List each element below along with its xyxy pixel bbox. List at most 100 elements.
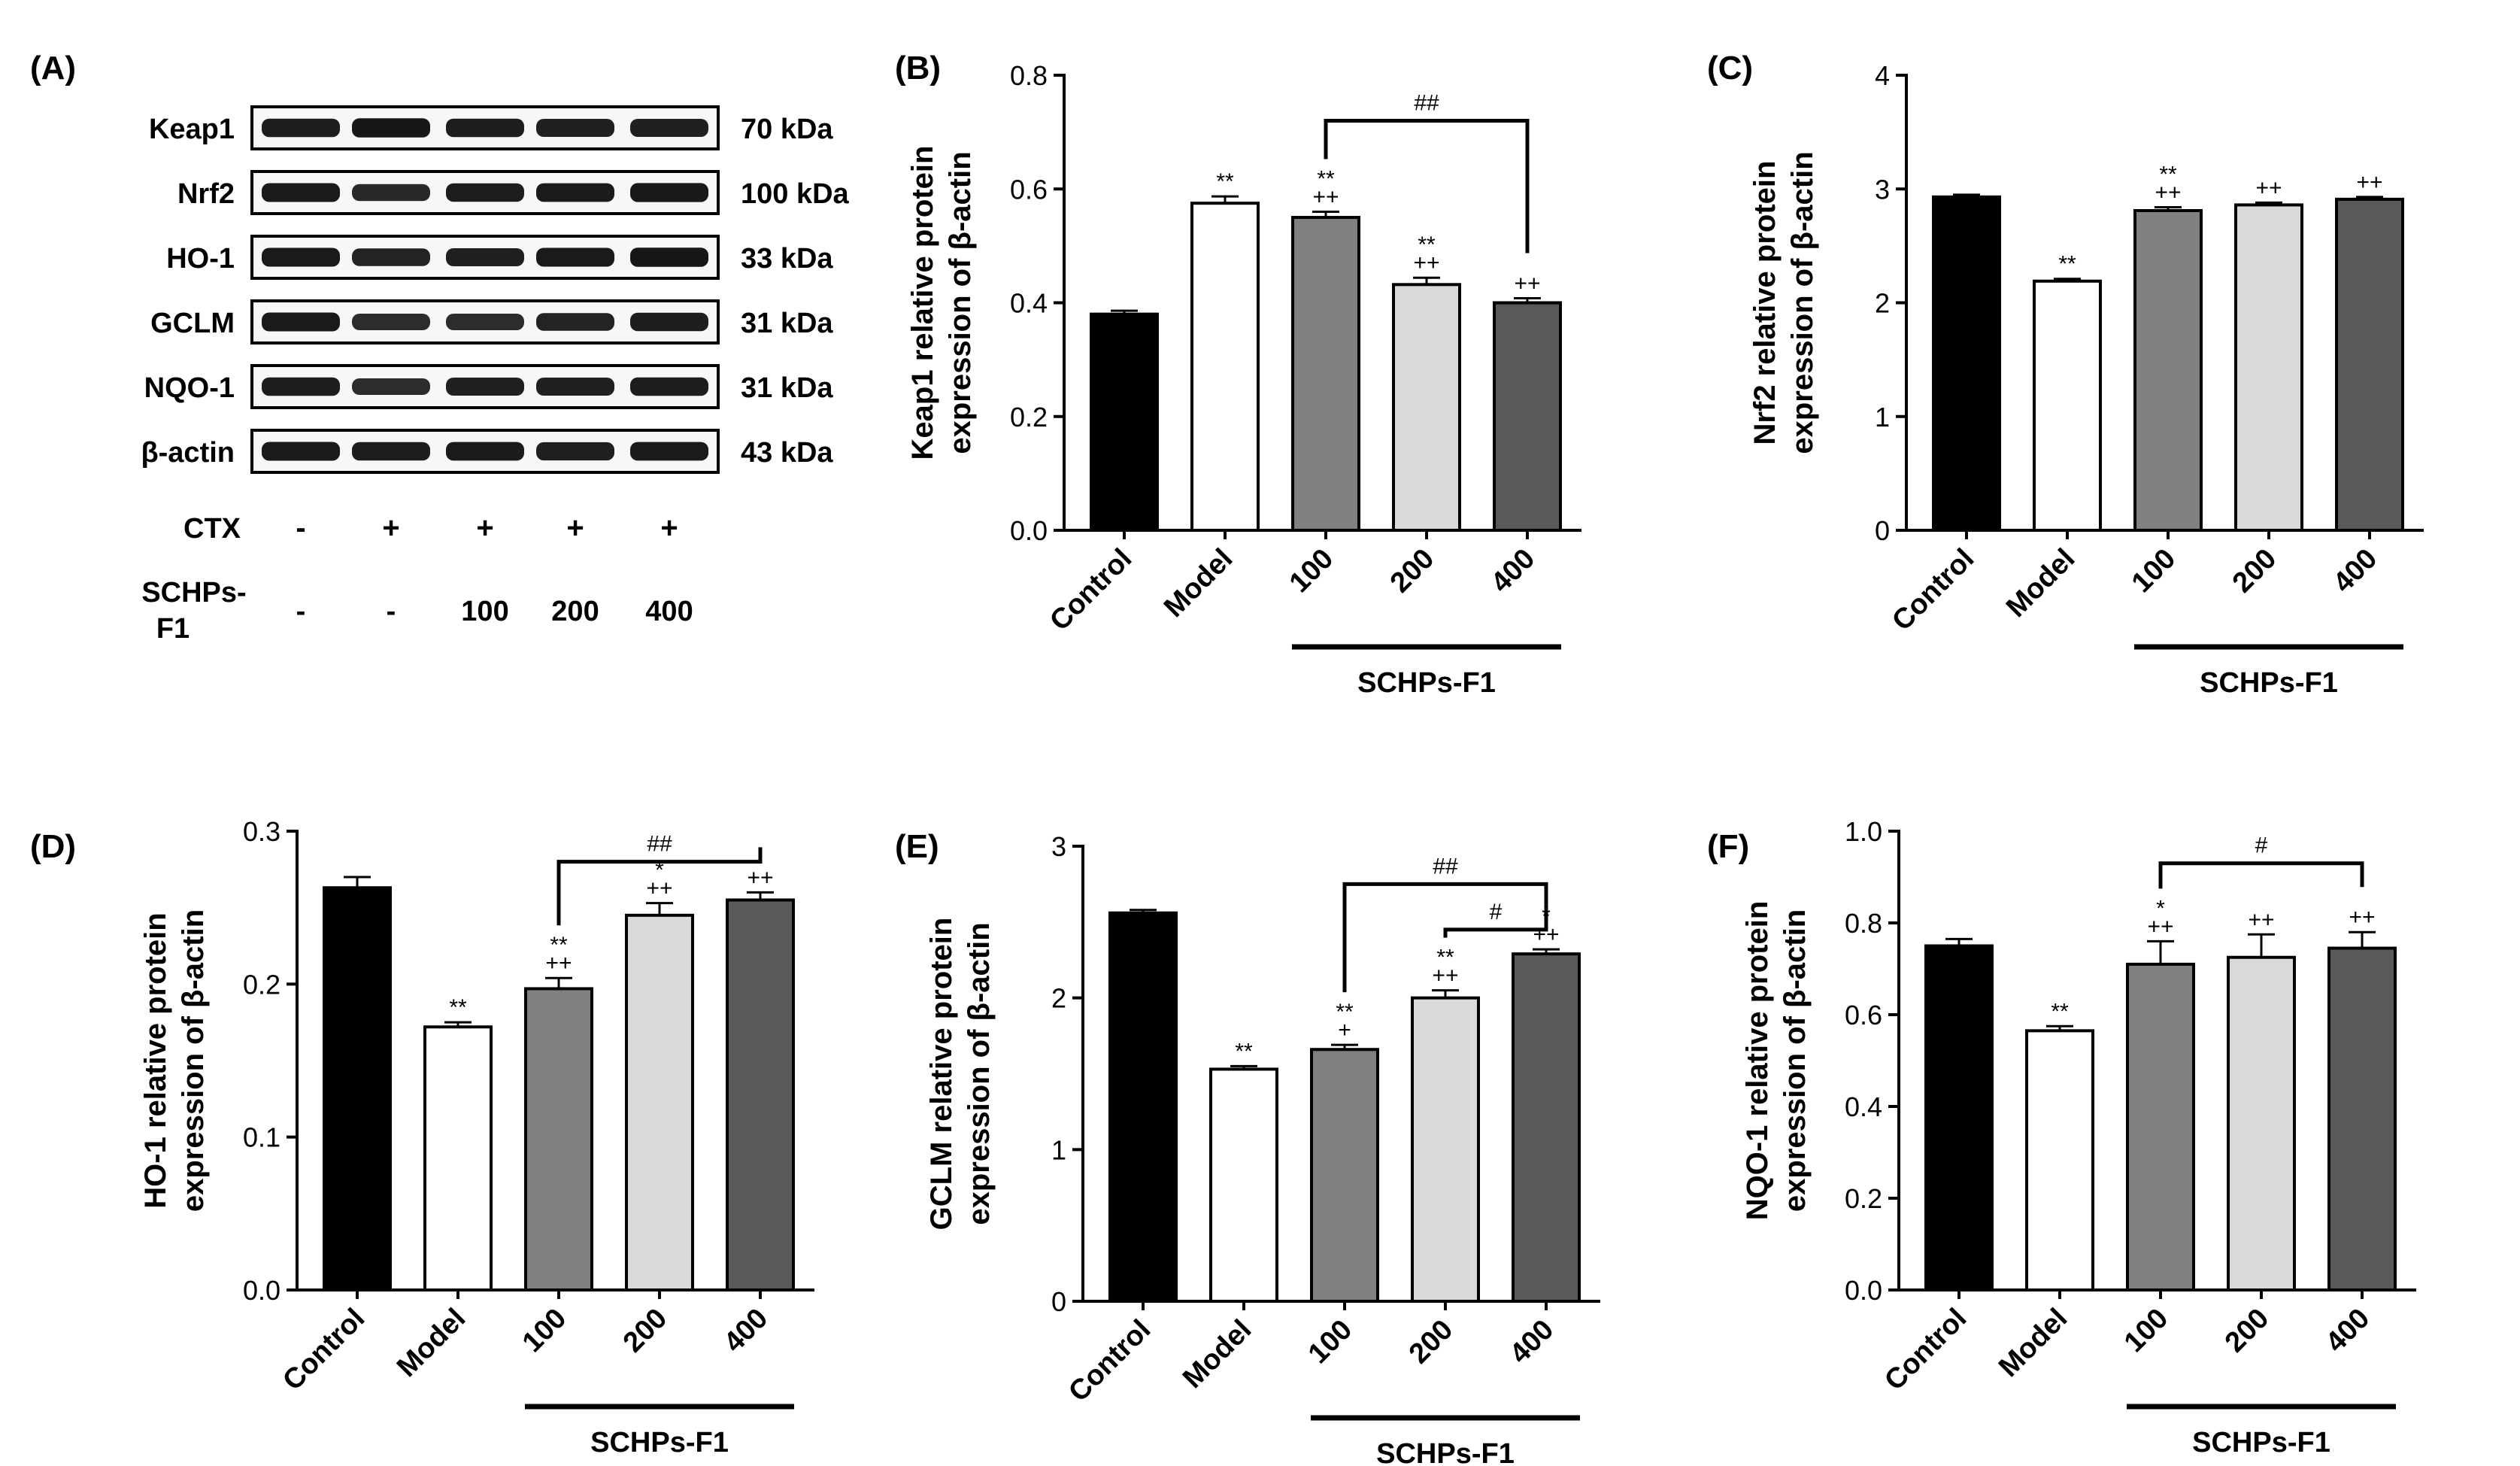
blot-band — [536, 313, 614, 331]
significance-mark: ++ — [2255, 175, 2282, 200]
y-tick-label: 2 — [1875, 288, 1890, 319]
ctx-value: - — [296, 511, 305, 545]
significance-mark: ** — [2159, 162, 2177, 187]
blot-band — [262, 377, 340, 396]
significance-mark: ++ — [2356, 170, 2382, 195]
blot-band — [536, 119, 614, 137]
bar-100 — [1310, 1048, 1379, 1303]
y-tick-label: 0.2 — [243, 969, 281, 1000]
y-tick-label: 0.2 — [1010, 402, 1048, 433]
schps-value: 400 — [645, 596, 693, 627]
y-tick-label: 0.4 — [1845, 1091, 1882, 1122]
blot-band — [352, 184, 430, 202]
significance-mark: ++ — [2155, 180, 2181, 205]
category-label: 400 — [2327, 543, 2384, 599]
blot-rows: Keap1 70 kDa Nrf2 100 kDa HO-1 33 kDa GCLM 31 k… — [141, 105, 850, 474]
protein-label: NQO-1 — [144, 372, 235, 404]
panel-letter: (B) — [895, 50, 941, 87]
significance-bracket — [1324, 119, 1530, 253]
chart-panel-d: (D) HO-1 relative protein expression of β-… — [30, 816, 814, 1458]
significance-mark: ** — [2058, 252, 2076, 277]
category-label: 400 — [1485, 543, 1542, 599]
significance-mark: ** — [1436, 945, 1454, 970]
ctx-value: + — [566, 511, 584, 545]
bar-200 — [2227, 955, 2296, 1291]
significance-mark: + — [1338, 1018, 1351, 1043]
blot-band — [630, 377, 708, 396]
group-label: SCHPs-F1 — [590, 1427, 729, 1458]
significance-mark: ** — [2051, 999, 2069, 1024]
bar-model — [1190, 202, 1260, 532]
bracket-label: # — [1490, 900, 1503, 924]
significance-mark: ** — [550, 933, 568, 958]
bracket-label: ## — [1433, 854, 1458, 879]
y-axis-label-line2: expression of β-actin — [944, 151, 977, 454]
group-label: SCHPs-F1 — [1376, 1438, 1515, 1466]
protein-label: Keap1 — [149, 114, 235, 145]
y-tick-label: 0.6 — [1010, 174, 1048, 205]
y-tick-label: 0.0 — [1010, 515, 1048, 546]
y-tick-label: 0 — [1875, 515, 1890, 546]
bracket-label: ## — [647, 832, 672, 857]
blot-band — [446, 248, 524, 266]
bar-control — [1924, 944, 1994, 1291]
blot-row: GCLM 31 kDa — [150, 299, 833, 344]
category-label: 200 — [1384, 543, 1441, 599]
blot-band — [352, 248, 430, 266]
significance-mark: ++ — [1312, 185, 1339, 210]
panel-letter-a: (A) — [30, 50, 76, 87]
blot-band — [446, 314, 524, 330]
bar-400 — [726, 898, 795, 1291]
significance-bracket — [1443, 904, 1548, 938]
bar-400 — [2335, 197, 2404, 532]
category-label: 400 — [2320, 1303, 2376, 1359]
significance-mark: ++ — [2248, 907, 2274, 932]
y-tick-label: 0.0 — [243, 1275, 281, 1306]
bar-100 — [524, 987, 593, 1292]
blot-band — [630, 312, 708, 332]
group-label: SCHPs-F1 — [1357, 667, 1496, 699]
y-axis-label-line1: Nrf2 relative protein — [1748, 161, 1782, 445]
bar-model — [423, 1025, 493, 1292]
blot-band — [352, 118, 430, 138]
kda-label: 100 kDa — [741, 178, 850, 210]
bar-model — [1209, 1067, 1278, 1303]
y-tick-label: 0.4 — [1010, 288, 1048, 319]
blot-band — [536, 183, 614, 202]
y-tick-label: 0.0 — [1845, 1275, 1882, 1306]
panel-letter: (E) — [895, 828, 939, 865]
bar-100 — [2126, 962, 2195, 1292]
blot-band — [536, 378, 614, 396]
bar-200 — [1392, 283, 1461, 532]
significance-mark: * — [2156, 896, 2165, 921]
kda-label: 33 kDa — [741, 243, 833, 275]
kda-label: 31 kDa — [741, 372, 833, 404]
bar-model — [2025, 1029, 2094, 1291]
significance-mark: ** — [1235, 1039, 1253, 1064]
bar-400 — [2327, 946, 2397, 1292]
blot-row: Keap1 70 kDa — [149, 105, 833, 150]
category-label: 100 — [517, 1303, 573, 1359]
y-axis-label-line1: Keap1 relative protein — [906, 146, 939, 460]
bar-400 — [1493, 301, 1562, 532]
y-tick-label: 1 — [1875, 402, 1890, 433]
category-label: 100 — [1302, 1314, 1359, 1370]
y-tick-label: 1 — [1051, 1134, 1066, 1165]
group-label: SCHPs-F1 — [2192, 1427, 2330, 1458]
blot-row: β-actin 43 kDa — [141, 429, 833, 474]
y-axis-label-line2: expression of β-actin — [963, 922, 996, 1225]
blot-band — [352, 442, 430, 461]
y-tick-label: 2 — [1051, 983, 1066, 1014]
category-label: Control — [1886, 543, 1980, 637]
significance-mark: ++ — [1432, 964, 1458, 988]
blot-band — [352, 378, 430, 395]
panel-letter: (D) — [30, 828, 76, 865]
significance-bracket — [1342, 882, 1548, 993]
category-label: 200 — [2219, 1303, 2276, 1359]
category-label: Model — [391, 1303, 472, 1383]
significance-mark: ++ — [747, 865, 773, 890]
y-axis-label-line2: expression of β-actin — [1786, 151, 1819, 454]
blot-band — [536, 442, 614, 461]
blot-row: HO-1 33 kDa — [166, 235, 833, 280]
y-tick-label: 0.3 — [243, 816, 281, 847]
